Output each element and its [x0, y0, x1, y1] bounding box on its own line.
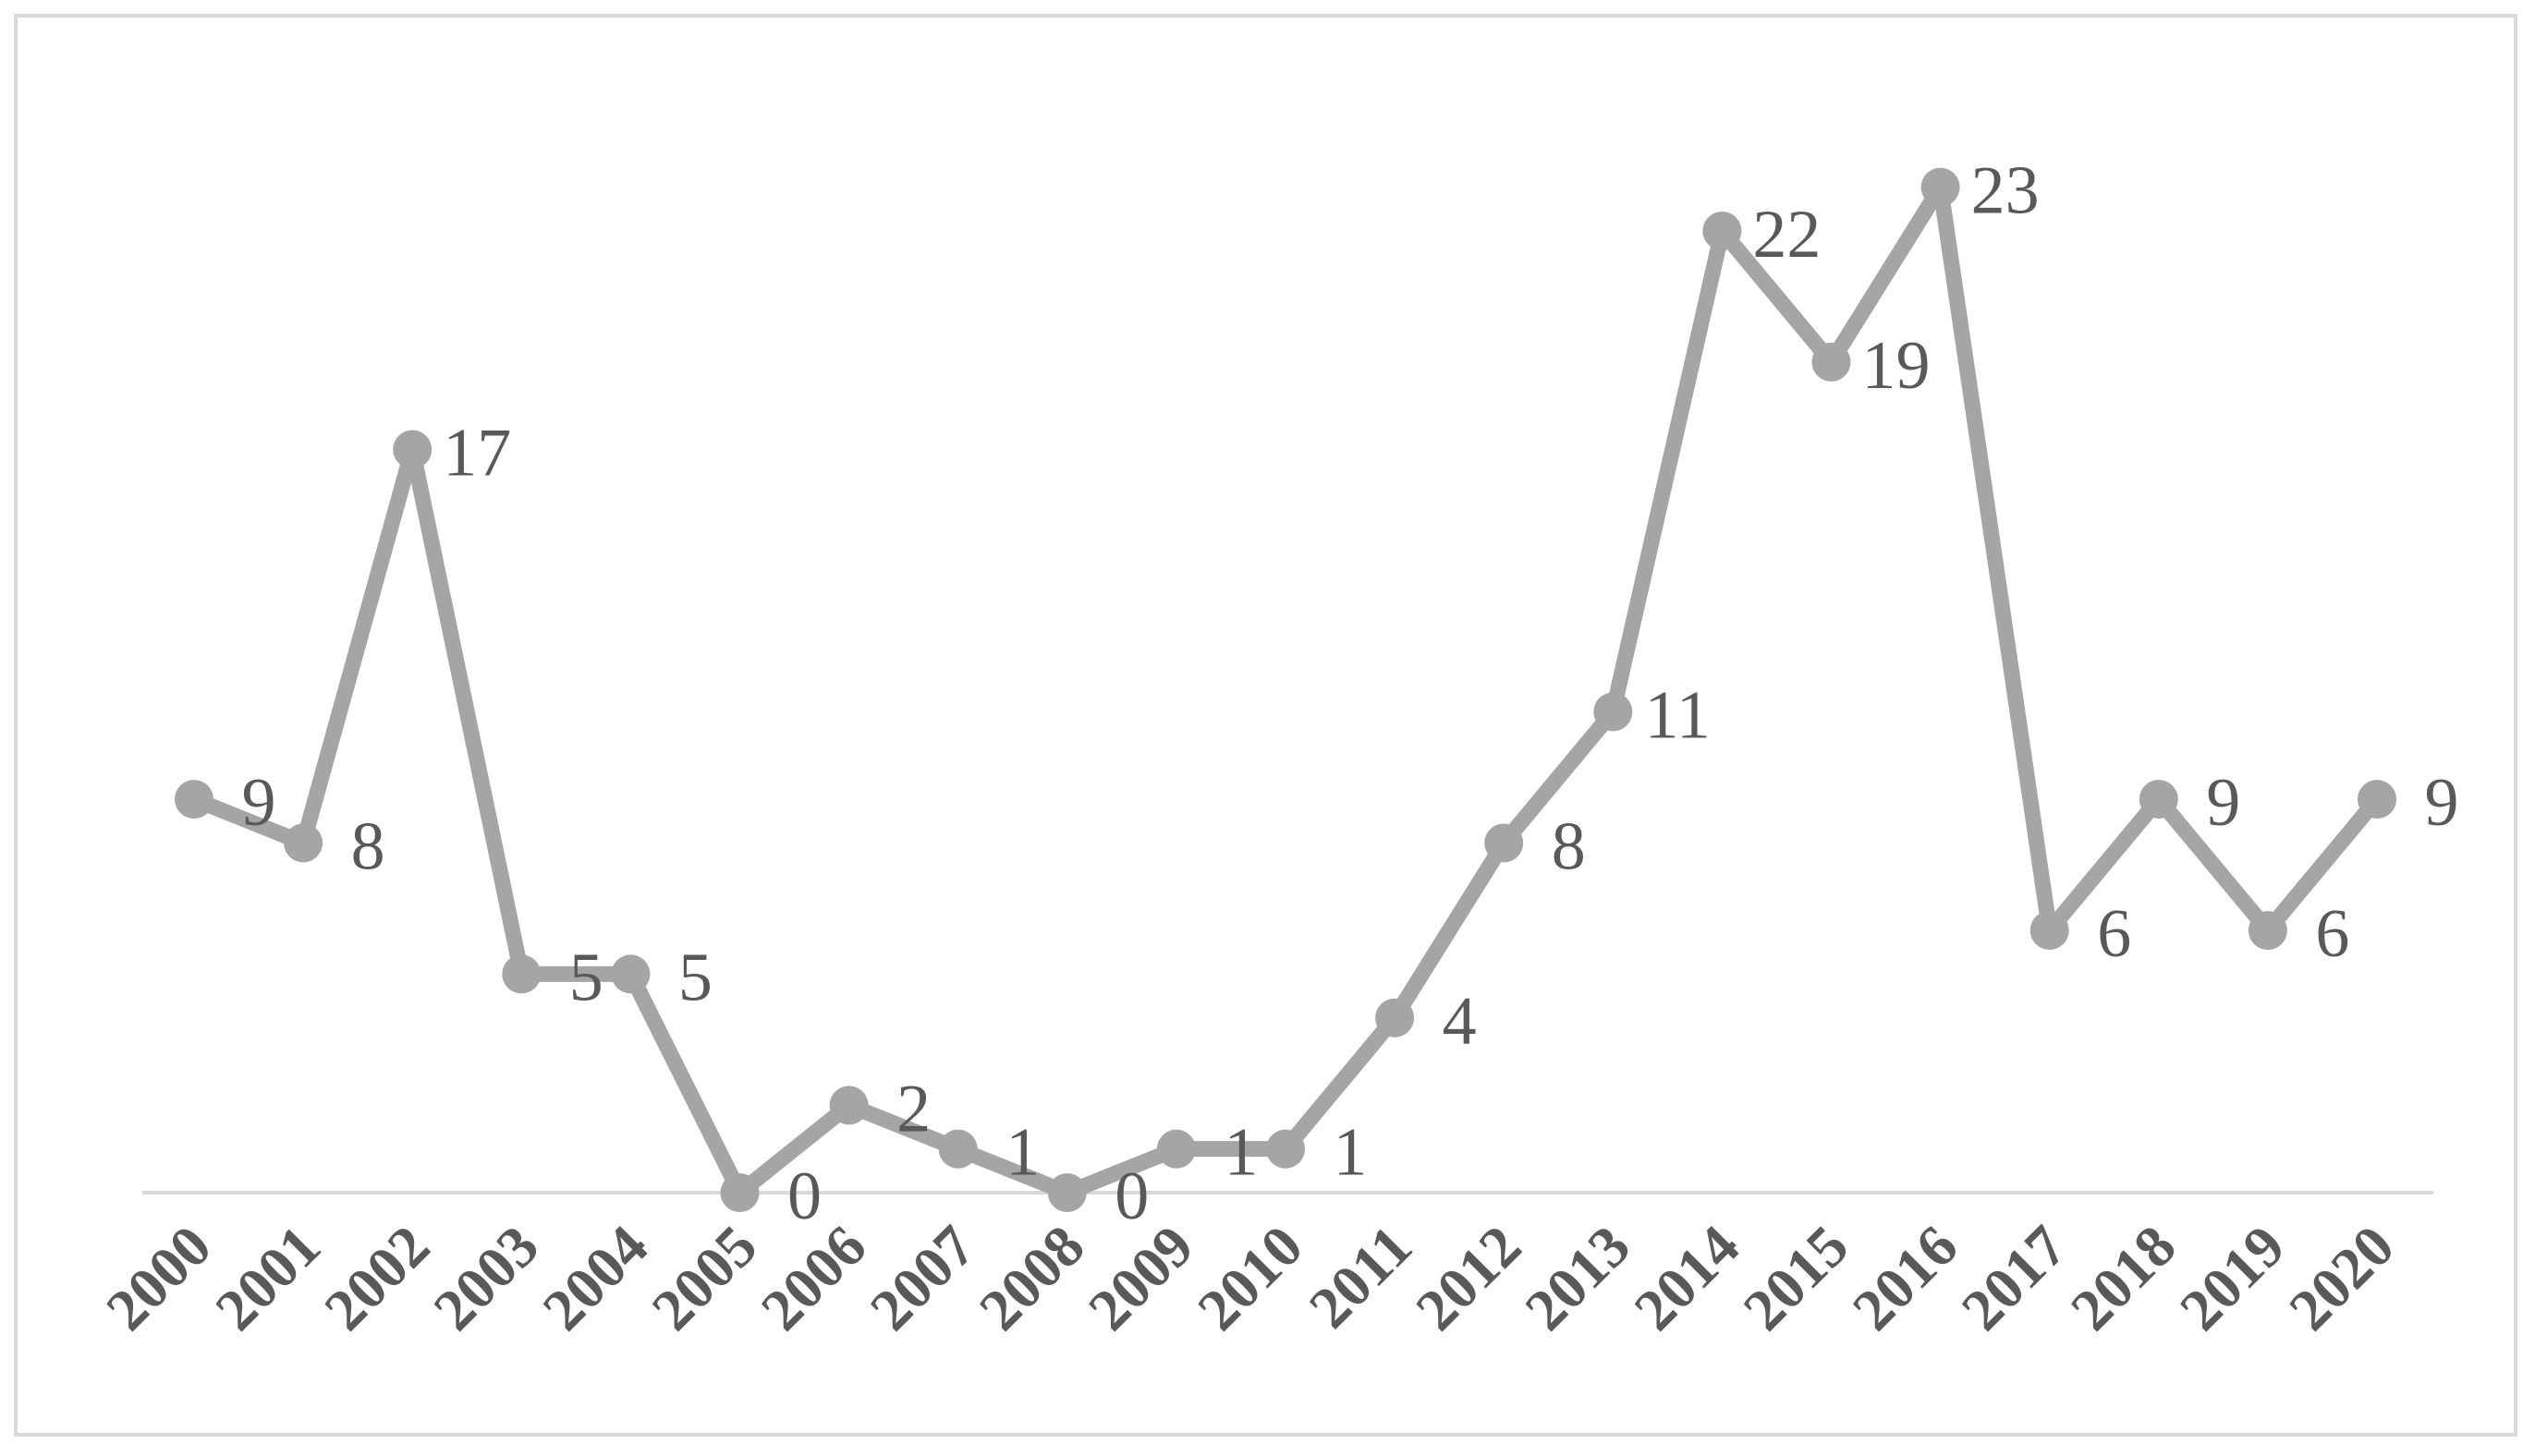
data-label: 11	[1645, 677, 1711, 753]
data-label: 5	[678, 940, 713, 1015]
data-point	[1920, 167, 1960, 207]
data-point	[1593, 692, 1633, 732]
data-point	[1375, 998, 1415, 1037]
data-label: 9	[2206, 765, 2240, 841]
data-point	[2248, 911, 2287, 951]
data-point	[1266, 1129, 1305, 1169]
data-label: 0	[1115, 1159, 1149, 1234]
data-point	[393, 430, 433, 469]
data-label: 8	[1552, 808, 1586, 884]
data-point	[1047, 1173, 1087, 1212]
data-label: 17	[443, 416, 511, 491]
data-point	[2029, 911, 2069, 951]
data-point	[2139, 780, 2178, 819]
data-label: 22	[1752, 197, 1821, 273]
data-label: 9	[242, 765, 276, 841]
data-point	[1811, 342, 1851, 382]
data-label: 19	[1862, 328, 1931, 404]
data-label: 1	[1334, 1115, 1368, 1191]
data-label: 1	[1005, 1115, 1040, 1191]
data-label: 6	[2097, 896, 2131, 972]
data-label: 2	[896, 1071, 931, 1147]
data-label: 8	[351, 808, 385, 884]
data-point	[1702, 211, 1742, 250]
data-label: 6	[2315, 896, 2349, 972]
data-point	[502, 954, 542, 994]
data-point	[611, 954, 651, 994]
data-label: 23	[1971, 153, 2040, 229]
data-label: 9	[2425, 765, 2459, 841]
data-point	[829, 1086, 869, 1125]
data-point	[1156, 1129, 1196, 1169]
data-label: 0	[787, 1159, 822, 1234]
data-point	[175, 780, 213, 819]
data-point	[284, 823, 323, 863]
data-point	[720, 1173, 760, 1212]
data-label: 1	[1224, 1115, 1258, 1191]
chart-border	[14, 14, 2517, 1437]
data-point	[1484, 823, 1524, 863]
data-label: 5	[569, 940, 603, 1015]
data-label: 4	[1443, 984, 1477, 1060]
data-point	[938, 1129, 978, 1169]
data-point	[2358, 780, 2396, 819]
